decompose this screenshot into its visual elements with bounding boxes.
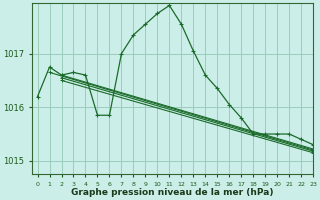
X-axis label: Graphe pression niveau de la mer (hPa): Graphe pression niveau de la mer (hPa) (71, 188, 274, 197)
